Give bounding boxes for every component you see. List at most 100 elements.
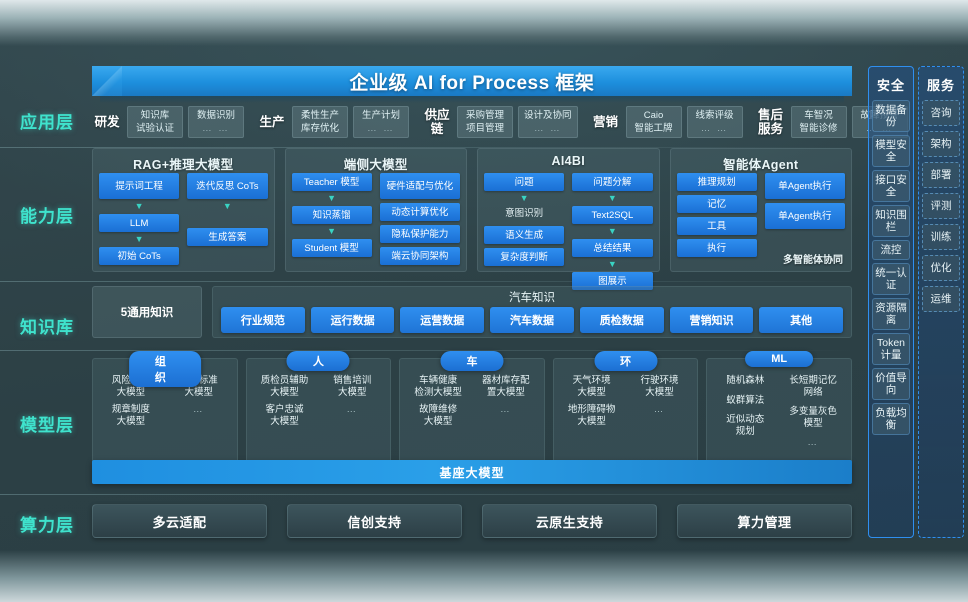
app-group-marketing: 营销 Caio 智能工牌 线索评级 … … — [591, 106, 743, 138]
app-cell[interactable]: 柔性生产 库存优化 — [292, 106, 348, 138]
capability-node[interactable]: 图展示 — [572, 272, 653, 290]
capability-col-right: 单Agent执行 单Agent执行 多智能体协同 — [764, 173, 845, 266]
capability-node[interactable]: 动态计算优化 — [379, 203, 460, 221]
model-card-pill: 组织 — [128, 351, 201, 387]
capability-card-rag[interactable]: RAG+推理大模型 提示词工程 ▼ LLM ▼ 初始 CoTs 迭代反思 CoT… — [92, 148, 275, 272]
capability-node[interactable]: Student 模型 — [291, 239, 372, 257]
compute-box-cloudnative[interactable]: 云原生支持 — [482, 504, 657, 538]
app-cell[interactable]: 线索评级 … … — [686, 106, 743, 138]
capability-node[interactable]: 初始 CoTs — [99, 247, 180, 265]
arrow-down-icon: ▼ — [607, 193, 617, 203]
app-cell-bottom: 试验认证 — [135, 123, 174, 134]
sidebar-item-unified-auth[interactable]: 统一认证 — [872, 263, 910, 295]
capability-layer-row: RAG+推理大模型 提示词工程 ▼ LLM ▼ 初始 CoTs 迭代反思 CoT… — [92, 148, 852, 290]
sidebar-item-flow-control[interactable]: 流控 — [872, 240, 910, 260]
capability-card-edge-model[interactable]: 端侧大模型 Teacher 模型 ▼ 知识蒸馏 ▼ Student 模型 硬件适… — [284, 148, 467, 272]
layer-label-model: 模型层 — [20, 416, 74, 435]
banner-shadow — [100, 96, 844, 103]
sidebar-item-model-security[interactable]: 模型安全 — [872, 135, 910, 167]
capability-card-ai4bi[interactable]: AI4BI 问题 ▼ 意图识别 语义生成 复杂度判断 问题分解 ▼ Text2S… — [477, 148, 660, 290]
app-cell-top: 生产计划 — [361, 110, 400, 121]
sidebar-item-token-metering[interactable]: Token计量 — [872, 333, 910, 365]
model-item: 质检员辅助 大模型 — [260, 375, 309, 398]
knowledge-chip[interactable]: 运营数据 — [400, 307, 485, 333]
capability-card-agent[interactable]: 智能体Agent 推理规划 记忆 工具 执行 单Agent执行 单Agent执行… — [669, 148, 852, 272]
capability-node[interactable]: 迭代反思 CoTs — [187, 173, 268, 199]
app-cell[interactable]: 车智况 智能诊修 — [790, 106, 847, 138]
sidebar-item-deployment[interactable]: 部署 — [922, 162, 960, 188]
capability-node[interactable]: 单Agent执行 — [764, 203, 845, 229]
sidebar-item-knowledge-fence[interactable]: 知识围栏 — [872, 205, 910, 237]
arrow-down-icon: ▼ — [607, 259, 617, 269]
model-item: 销售培训 大模型 — [333, 375, 372, 398]
capability-node[interactable]: 端云协同架构 — [379, 247, 460, 265]
app-cell-bottom: 智能诊修 — [799, 123, 838, 134]
capability-node[interactable]: Text2SQL — [572, 206, 653, 224]
capability-node[interactable]: LLM — [99, 214, 180, 232]
knowledge-chip[interactable]: 汽车数据 — [490, 307, 574, 333]
knowledge-chip[interactable]: 营销知识 — [669, 307, 754, 333]
app-cell[interactable]: 数据识别 … … — [188, 106, 244, 138]
capability-node[interactable]: 硬件适配与优化 — [379, 173, 460, 199]
capability-col-right: 迭代反思 CoTs ▼ 生成答案 — [187, 173, 268, 266]
app-cell[interactable]: 采购管理 项目管理 — [457, 106, 513, 138]
capability-node[interactable]: 隐私保护能力 — [379, 225, 460, 243]
capability-card-title: AI4BI — [551, 154, 585, 168]
compute-box-xinchuang[interactable]: 信创支持 — [287, 504, 462, 538]
app-cell-top: 数据识别 — [196, 110, 235, 121]
model-card-pill: 人 — [286, 351, 350, 371]
compute-box-management[interactable]: 算力管理 — [677, 504, 852, 538]
capability-card-title: 智能体Agent — [723, 158, 799, 172]
capability-node: 意图识别 — [505, 208, 544, 219]
capability-node[interactable]: 记忆 — [676, 195, 757, 213]
sidebar-item-consulting[interactable]: 咨询 — [922, 100, 960, 126]
capability-col-left: 问题 ▼ 意图识别 语义生成 复杂度判断 — [484, 173, 565, 266]
app-cell-bottom: … … — [700, 123, 729, 134]
capability-node[interactable]: 工具 — [676, 217, 757, 235]
divider-4 — [0, 494, 860, 495]
app-cell[interactable]: Caio 智能工牌 — [625, 106, 682, 138]
app-cell[interactable]: 生产计划 … … — [353, 106, 409, 138]
app-cell-bottom: 项目管理 — [465, 123, 504, 134]
sidebar-item-data-backup[interactable]: 数据备份 — [872, 100, 910, 132]
sidebar-item-architecture[interactable]: 架构 — [922, 131, 960, 157]
app-cell-top: 知识库 — [140, 110, 170, 121]
sidebar-item-resource-isolation[interactable]: 资源隔离 — [872, 298, 910, 330]
compute-box-multicloud[interactable]: 多云适配 — [92, 504, 267, 538]
sidebar-item-optimization[interactable]: 优化 — [922, 255, 960, 281]
capability-node[interactable]: 推理规划 — [676, 173, 757, 191]
knowledge-chip[interactable]: 运行数据 — [310, 307, 395, 333]
capability-node[interactable]: 知识蒸馏 — [291, 206, 372, 224]
knowledge-general-box[interactable]: 5通用知识 — [92, 286, 202, 338]
knowledge-chip[interactable]: 质检数据 — [579, 307, 664, 333]
capability-node[interactable]: Teacher 模型 — [291, 173, 372, 191]
application-layer-row: 研发 知识库 试验认证 数据识别 … … 生产 柔性生产 库存优化 — [92, 100, 908, 144]
sidebar-item-api-security[interactable]: 接口安全 — [872, 170, 910, 202]
sidebar-service: 服务 咨询 架构 部署 评测 训练 优化 运维 — [918, 66, 964, 538]
capability-node[interactable]: 生成答案 — [187, 228, 268, 246]
capability-node[interactable]: 问题 — [484, 173, 565, 191]
app-cell-top: 设计及协同 — [524, 110, 572, 121]
knowledge-layer-row: 5通用知识 汽车知识 行业规范 运行数据 运营数据 汽车数据 质检数据 营销知识… — [92, 286, 852, 342]
capability-node[interactable]: 总结结果 — [572, 239, 653, 257]
app-cell[interactable]: 知识库 试验认证 — [127, 106, 183, 138]
sidebar-item-evaluation[interactable]: 评测 — [922, 193, 960, 219]
capability-node[interactable]: 提示词工程 — [99, 173, 180, 199]
knowledge-chip[interactable]: 其他 — [759, 307, 844, 333]
layer-label-capability: 能力层 — [20, 207, 74, 226]
capability-node[interactable]: 执行 — [676, 239, 757, 257]
sidebar-item-operations[interactable]: 运维 — [922, 286, 960, 312]
capability-node[interactable]: 问题分解 — [572, 173, 653, 191]
capability-node[interactable]: 复杂度判断 — [484, 248, 565, 266]
model-item: 客户忠诚 大模型 — [265, 404, 304, 427]
model-item: 器材库存配 置大模型 — [482, 375, 530, 398]
app-cell[interactable]: 设计及协同 … … — [518, 106, 578, 138]
sidebar-item-value-orientation[interactable]: 价值导向 — [872, 368, 910, 400]
knowledge-chip[interactable]: 行业规范 — [221, 307, 305, 333]
sidebar-item-load-balancing[interactable]: 负载均衡 — [872, 403, 910, 435]
foundation-model-bar: 基座大模型 — [92, 460, 852, 484]
capability-node[interactable]: 语义生成 — [484, 226, 565, 244]
capability-node[interactable]: 单Agent执行 — [764, 173, 845, 199]
sidebar-item-training[interactable]: 训练 — [922, 224, 960, 250]
